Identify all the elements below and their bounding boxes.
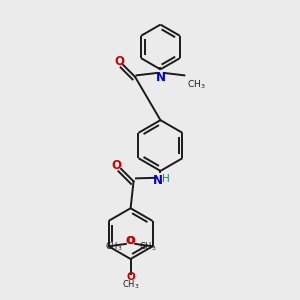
Text: O: O: [126, 236, 135, 246]
Text: O: O: [126, 272, 135, 282]
Text: CH$_3$: CH$_3$: [187, 78, 206, 91]
Text: O: O: [114, 56, 124, 68]
Text: N: N: [155, 71, 166, 84]
Text: N: N: [152, 174, 163, 187]
Text: O: O: [112, 159, 122, 172]
Text: CH$_3$: CH$_3$: [122, 279, 140, 291]
Text: H: H: [162, 174, 170, 184]
Text: CH$_3$: CH$_3$: [105, 241, 122, 253]
Text: CH$_3$: CH$_3$: [139, 241, 157, 253]
Text: O: O: [127, 236, 135, 246]
